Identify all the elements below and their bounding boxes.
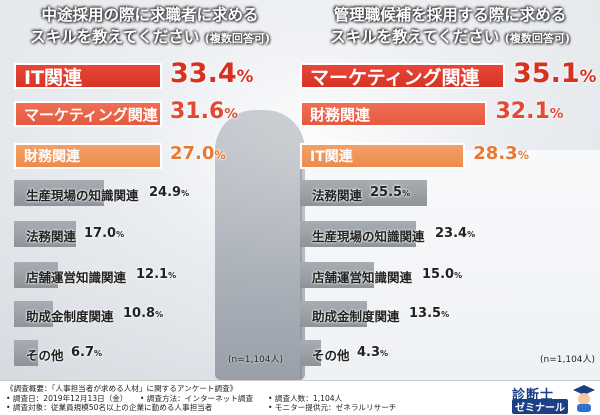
bar-fill [14, 340, 39, 366]
bar-fill [300, 221, 417, 247]
bar-fill [300, 180, 427, 206]
bar-fill [14, 180, 105, 206]
bar-category-label: 法務関連 [26, 229, 77, 244]
bar-fill [14, 301, 54, 327]
bar-category-label: その他 [312, 348, 350, 363]
right-title-line1: 管理職候補を採用する際に求める [333, 6, 567, 24]
survey-footer: 《調査概要：「人事担当者が求める人材」に関するアンケート調査》 • 調査日：20… [0, 380, 600, 415]
bar-right-5 [300, 221, 417, 247]
bar-value-label: 10.8% [123, 306, 164, 321]
bar-left-5 [14, 221, 76, 247]
right-sample-size: (n=1,104人) [540, 355, 596, 365]
left-chart-title: 中途採用の際に求職者に求める スキルを教えてください (複数回答可) [0, 4, 300, 50]
bar-fill [300, 262, 375, 288]
right-chart-title: 管理職候補を採用する際に求める スキルを教えてください (複数回答可) [300, 4, 600, 50]
left-title-line1: 中途採用の際に求職者に求める [41, 6, 259, 24]
left-sample-size: (n=1,104人) [228, 355, 284, 365]
bar-category-label: IT関連 [14, 63, 162, 89]
bar-right-4 [300, 180, 427, 206]
bar-value-label: 25.5% [370, 185, 411, 200]
bar-left-4 [14, 180, 105, 206]
bar-right-7 [300, 301, 368, 327]
bar-category-label: 店舗運営知識関連 [312, 270, 413, 285]
bar-right-8 [300, 340, 322, 366]
bar-value-label: 35.1% [513, 58, 597, 89]
bar-left-1: IT関連 [14, 63, 162, 89]
bar-fill [300, 340, 322, 366]
bar-value-label: 17.0% [84, 226, 125, 241]
bar-category-label: IT関連 [300, 143, 466, 169]
bar-right-1: マーケティング関連 [300, 63, 505, 89]
right-title-line2: スキルを教えてください [330, 28, 500, 46]
footer-provider: • モニター提供元：ゼネラルリサーチ [268, 403, 397, 413]
footer-method: • 調査方法：インターネット調査 [139, 393, 254, 403]
bar-category-label: 助成金制度関連 [312, 309, 400, 324]
bar-value-label: 24.9% [149, 185, 190, 200]
bar-category-label: その他 [26, 348, 64, 363]
bar-value-label: 31.6% [170, 99, 238, 124]
right-title-sub: (複数回答可) [504, 32, 570, 45]
bar-value-label: 15.0% [422, 267, 463, 282]
bar-value-label: 6.7% [71, 345, 103, 360]
bar-right-3: IT関連 [300, 143, 466, 169]
presenter-silhouette [215, 110, 305, 380]
bar-category-label: 生産現場の知識関連 [312, 229, 425, 244]
bar-category-label: 生産現場の知識関連 [26, 188, 139, 203]
bar-category-label: 財務関連 [300, 101, 488, 127]
bar-right-6 [300, 262, 375, 288]
left-title-line2: スキルを教えてください [30, 28, 200, 46]
footer-date: • 調査日：2019年12月13日（金） [6, 393, 128, 403]
bar-left-2: マーケティング関連 [14, 101, 162, 127]
bar-value-label: 27.0% [170, 143, 226, 164]
bar-value-label: 23.4% [435, 226, 476, 241]
bar-category-label: マーケティング関連 [300, 63, 505, 89]
bar-value-label: 4.3% [357, 345, 389, 360]
logo-text-sub: ゼミナール [512, 399, 568, 414]
brand-logo: 診断士 ゼミナール [510, 384, 596, 414]
bar-fill [14, 221, 76, 247]
bar-left-3: 財務関連 [14, 143, 162, 169]
bar-category-label: 店舗運営知識関連 [26, 270, 127, 285]
bar-fill [14, 262, 58, 288]
bar-category-label: 法務関連 [312, 188, 363, 203]
bar-value-label: 12.1% [136, 267, 177, 282]
bar-category-label: マーケティング関連 [14, 101, 162, 127]
bar-value-label: 28.3% [473, 143, 529, 164]
bar-value-label: 33.4% [170, 58, 254, 89]
bar-left-8 [14, 340, 39, 366]
bar-right-2: 財務関連 [300, 101, 488, 127]
bar-fill [300, 301, 368, 327]
bar-value-label: 32.1% [495, 99, 564, 124]
bar-category-label: 助成金制度関連 [26, 309, 114, 324]
footer-count: • 調査人数：1,104人 [268, 393, 343, 403]
bar-category-label: 財務関連 [14, 143, 162, 169]
graduate-mascot-icon [573, 385, 595, 412]
bar-value-label: 13.5% [409, 306, 450, 321]
footer-target: • 調査対象：従業員規模50名以上の企業に勤める人事担当者 [6, 403, 213, 413]
footer-heading: 《調査概要：「人事担当者が求める人材」に関するアンケート調査》 [6, 384, 238, 393]
left-title-sub: (複数回答可) [204, 32, 270, 45]
bar-left-7 [14, 301, 54, 327]
bar-left-6 [14, 262, 58, 288]
